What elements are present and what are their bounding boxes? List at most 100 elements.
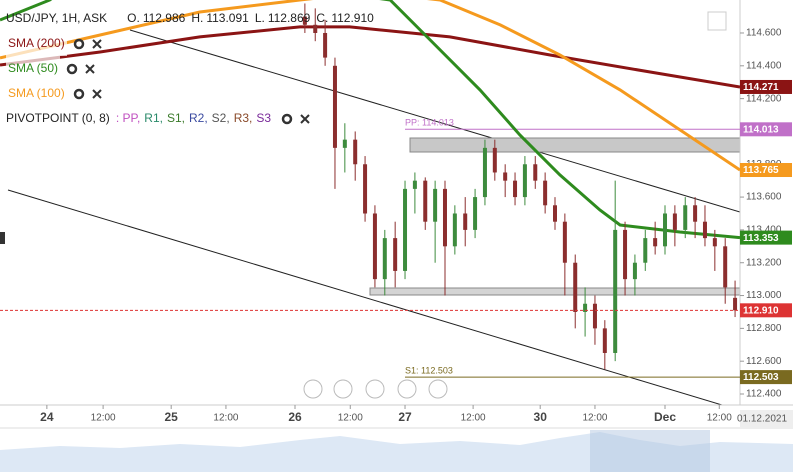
pivot-title: PIVOTPOINT (0, 8) (6, 111, 110, 125)
ohlc-value: 112.986 (142, 11, 186, 25)
candle-body (463, 213, 468, 230)
x-tick-label: 12:00 (338, 413, 363, 424)
sma-legend-row: SMA (50) (6, 56, 374, 81)
trend-line (7, 189, 724, 405)
candle-body (632, 262, 637, 280)
ohlc-value: 112.910 (331, 11, 374, 25)
sma-line (0, 0, 740, 172)
pivot-item: R2, (188, 111, 208, 125)
sma-badge-box (740, 230, 792, 245)
x-tick-label: Dec (654, 410, 676, 424)
pivot-badge-box (740, 370, 792, 385)
sma-name: SMA (50) (6, 56, 61, 81)
candle-body (573, 262, 578, 312)
date-label: 01.12.2021 (737, 414, 787, 425)
candle-body (533, 164, 538, 181)
candle-body (353, 139, 358, 165)
ohlc-value: 113.091 (206, 11, 249, 25)
y-tick-label: 114.600 (746, 28, 782, 39)
close-icon[interactable] (84, 63, 96, 75)
pivot-items: : PP, R1, S1, R2, S2, R3, S3 (116, 106, 275, 131)
pivot-item: S2, (211, 111, 230, 125)
ohlc-label: O. (127, 11, 140, 25)
x-tick-label: 12:00 (461, 413, 486, 424)
candle-body (543, 180, 548, 206)
sma-badge-box (740, 79, 792, 94)
close-icon[interactable] (299, 113, 311, 125)
zoom-out-button[interactable] (333, 379, 353, 399)
candle-body (693, 205, 698, 222)
candle-body (393, 238, 398, 271)
sma-badge: 114.271 (743, 82, 779, 93)
candle-body (302, 16, 307, 25)
candle-body (492, 147, 497, 173)
candle-body (423, 180, 428, 222)
close-icon[interactable] (91, 38, 103, 50)
candle-body (653, 238, 658, 247)
candle-body (323, 32, 328, 58)
y-tick-label: 114.200 (746, 93, 782, 104)
y-tick-label: 113.400 (746, 225, 782, 236)
sma-name: SMA (100) (6, 81, 67, 106)
candle-body (672, 213, 677, 230)
symbol-row: USD/JPY, 1H, ASK O. 112.986 H. 113.091 L. 112… (6, 6, 374, 31)
y-tick-label: 113.600 (746, 192, 782, 203)
x-tick-label: 24 (40, 410, 54, 424)
settings-icon[interactable] (73, 88, 85, 100)
pivot-label: S1: 112.503 (405, 365, 453, 375)
drawings (7, 29, 740, 405)
candle-body (683, 205, 688, 230)
candle-body (363, 164, 368, 214)
candle-body (643, 238, 648, 263)
candle-body (433, 188, 438, 222)
sma-legend-row: SMA (100) (6, 81, 374, 106)
legend: USD/JPY, 1H, ASK O. 112.986 H. 113.091 L. 112… (6, 6, 374, 131)
candle-body (503, 172, 508, 181)
ohlc-label: C. (316, 11, 329, 25)
y-tick-label: 112.800 (746, 323, 782, 334)
sma-name: SMA (200) (6, 31, 67, 56)
x-tick-label: 12:00 (213, 413, 238, 424)
sma-legend-row: SMA (200) (6, 31, 374, 56)
candle-body (313, 24, 318, 33)
navigator-window (590, 430, 710, 472)
x-tick-label: 12:00 (707, 413, 732, 424)
sma-badge-box (740, 163, 792, 178)
x-tick-label: 12:00 (91, 413, 116, 424)
zoom-in-button[interactable] (397, 379, 417, 399)
popout-button[interactable] (707, 11, 727, 31)
x-tick-label: 12:00 (582, 413, 607, 424)
candle-body (382, 238, 387, 280)
candle-body (442, 188, 447, 247)
sma-badge: 113.765 (743, 165, 779, 176)
pivot-item: S3 (256, 111, 272, 125)
pivot-row: PIVOTPOINT (0, 8) : PP, R1, S1, R2, S2, R3, S3 (6, 106, 374, 131)
ohlc-label: L. (254, 11, 265, 25)
candle-body (613, 229, 618, 353)
scroll-right-button[interactable] (428, 379, 448, 399)
candle-body (592, 303, 597, 329)
close-icon[interactable] (91, 88, 103, 100)
candle-body (372, 213, 377, 280)
candle-body (553, 205, 557, 222)
y-tick-label: 112.600 (746, 356, 782, 367)
settings-icon[interactable] (281, 113, 293, 125)
pivot-item: R3, (233, 111, 253, 125)
settings-icon[interactable] (73, 38, 85, 50)
candle-body (482, 147, 487, 198)
candle-body (473, 197, 478, 230)
pivot-item: : PP, (115, 111, 141, 125)
zone (409, 137, 740, 153)
scroll-left-button[interactable] (303, 379, 323, 399)
pivot-item: S1, (166, 111, 185, 125)
pivot-badge: 114.013 (743, 124, 779, 135)
settings-icon[interactable] (66, 63, 78, 75)
reset-button[interactable] (365, 379, 385, 399)
x-tick-label: 25 (165, 410, 179, 424)
candle-body (403, 188, 408, 271)
pivot-badge: 112.503 (743, 372, 779, 383)
nav-buttons[interactable] (303, 379, 448, 399)
y-tick-label: 114.400 (746, 60, 782, 71)
candle-body (623, 229, 628, 280)
candle-body (723, 246, 728, 288)
